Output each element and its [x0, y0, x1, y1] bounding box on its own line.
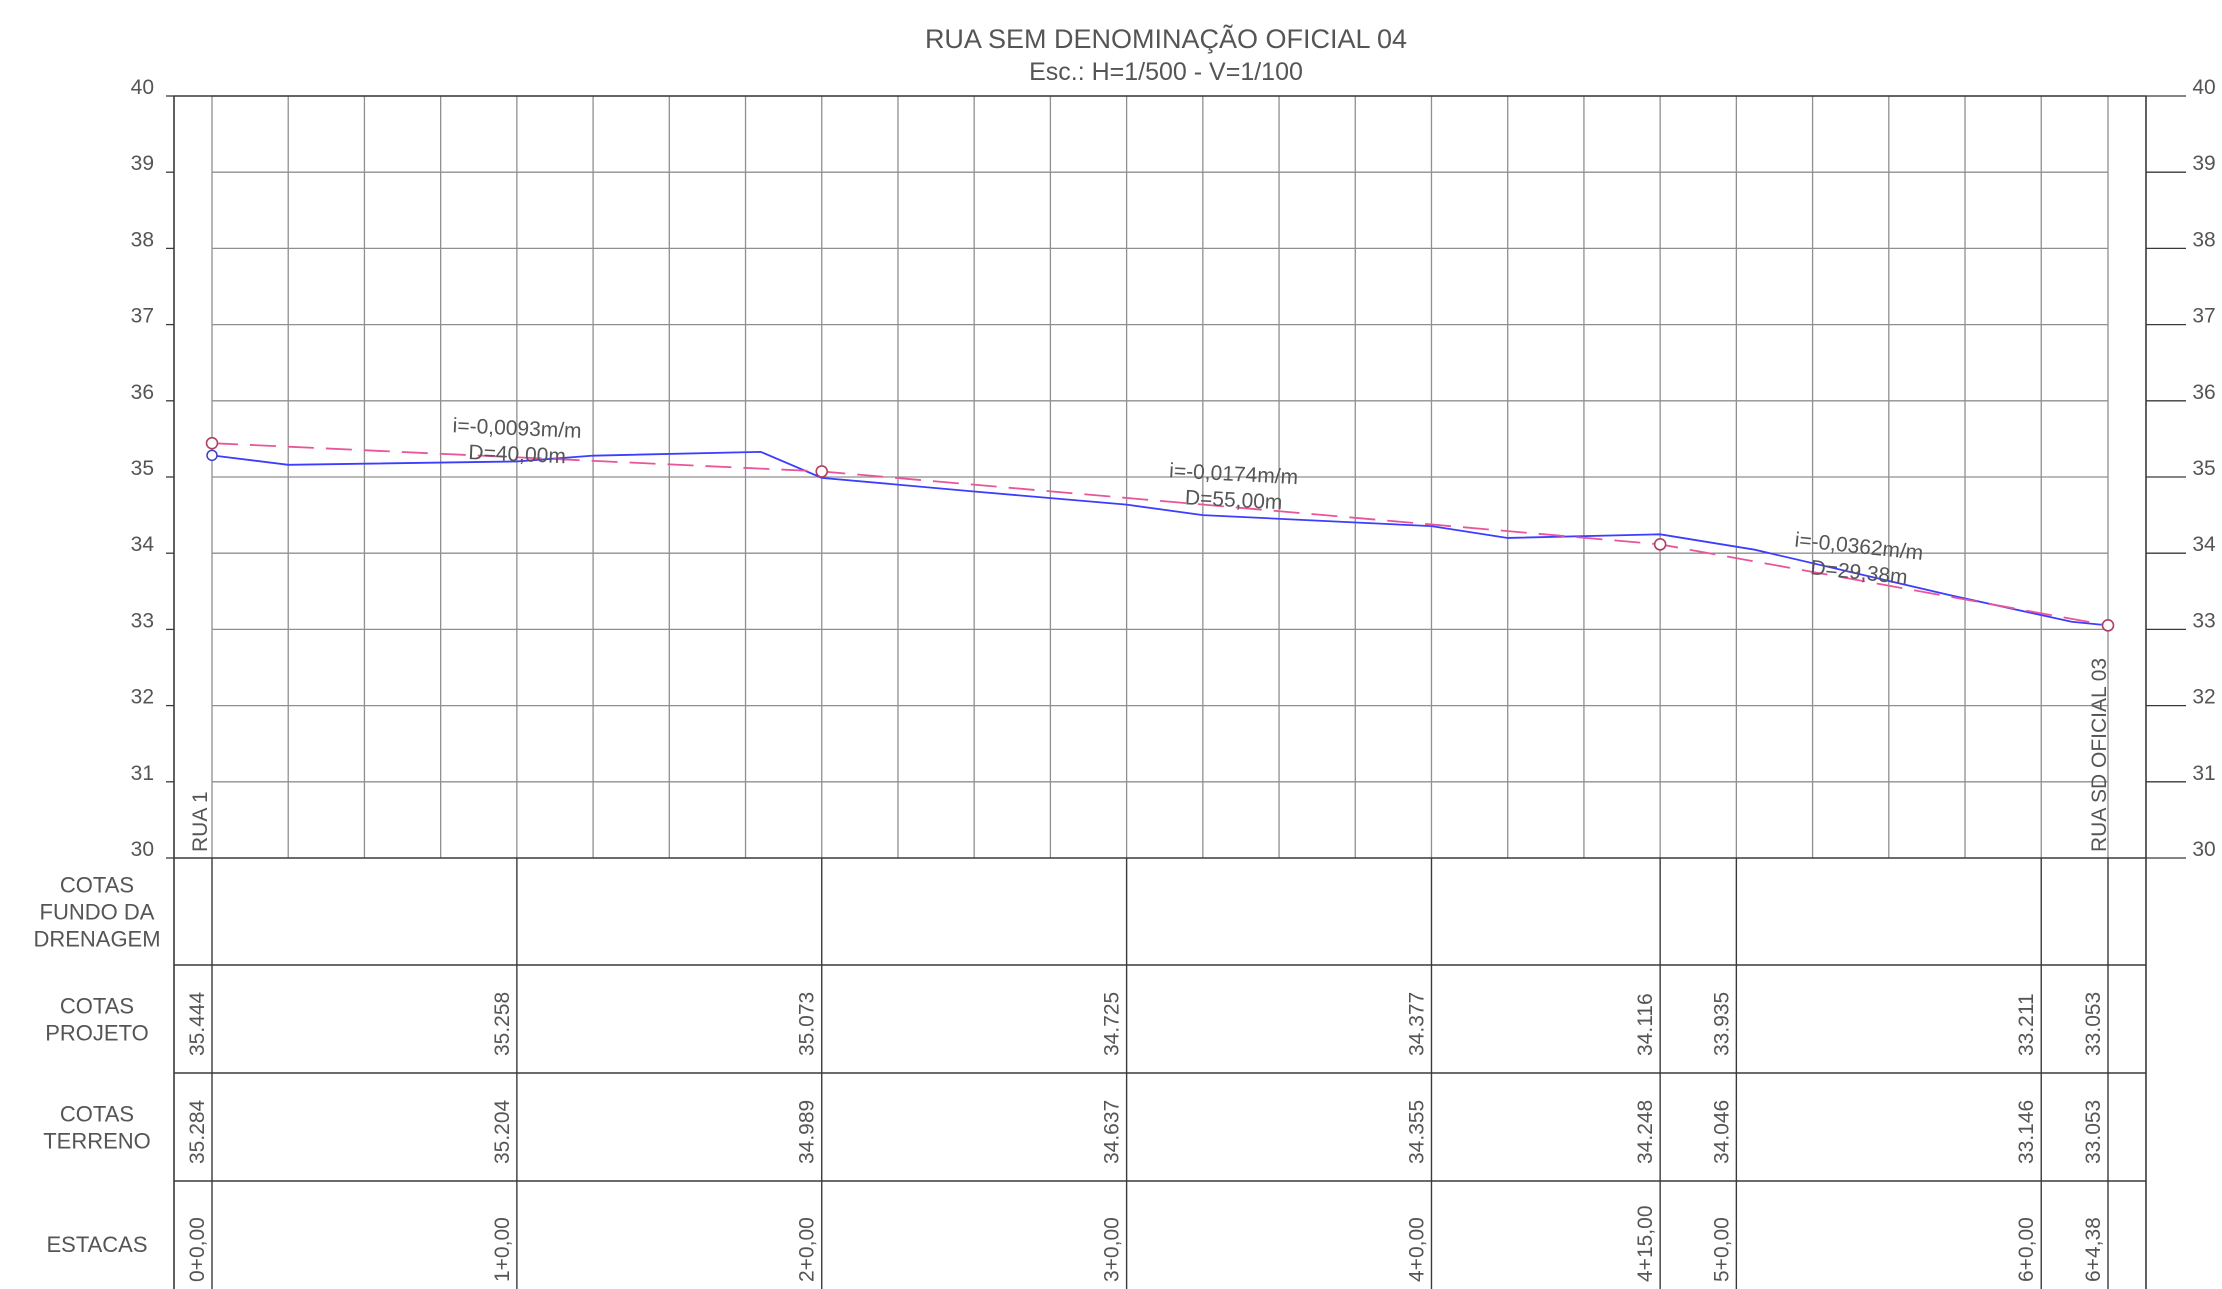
axis-tick-right: 31	[2192, 762, 2215, 785]
cota-terreno-value: 34.637	[1101, 1100, 1124, 1164]
axis-tick-left: 33	[131, 609, 154, 632]
axis-tick-left: 38	[131, 228, 154, 251]
slope-annotations: i=-0,0093m/mD=40,00mi=-0,0174m/mD=55,00m…	[189, 414, 2111, 852]
vertex-marker	[2101, 619, 2115, 632]
estaca-value: 0+0,00	[186, 1217, 209, 1282]
cota-terreno-value: 34.355	[1405, 1100, 1428, 1164]
cota-projeto-value: 34.377	[1405, 992, 1428, 1056]
profile-grid	[211, 95, 2109, 858]
estaca-value: 6+4,38	[2082, 1217, 2105, 1282]
estaca-value: 4+0,00	[1405, 1217, 1428, 1282]
row-label-fundo: FUNDO DA	[40, 900, 155, 925]
row-label-fundo: DRENAGEM	[33, 927, 160, 952]
axis-tick-right: 30	[2192, 838, 2215, 861]
cota-projeto-value: 34.116	[1634, 993, 1657, 1056]
axis-tick-right: 40	[2192, 76, 2215, 99]
ground-start-marker	[206, 449, 218, 462]
cota-terreno-value: 35.204	[491, 1099, 514, 1164]
slope-length: D=55,00m	[1184, 486, 1283, 514]
axis-tick-left: 31	[131, 762, 154, 785]
estaca-value: 3+0,00	[1101, 1217, 1124, 1282]
vertex-marker	[205, 436, 219, 450]
axis-tick-left: 35	[131, 457, 154, 480]
estaca-value: 5+0,00	[1710, 1217, 1733, 1282]
axis-tick-right: 32	[2192, 686, 2215, 709]
axis-tick-right: 37	[2192, 305, 2215, 328]
cota-projeto-value: 33.053	[2082, 992, 2105, 1056]
series-projeto-line	[211, 442, 2109, 627]
axis-tick-left: 37	[131, 305, 154, 328]
row-label-terreno: COTAS	[60, 1102, 134, 1127]
estaca-value: 6+0,00	[2015, 1217, 2038, 1282]
axis-tick-left: 30	[131, 838, 154, 861]
axis-tick-left: 40	[131, 76, 154, 99]
axis-tick-right: 33	[2192, 609, 2215, 632]
estaca-value: 2+0,00	[796, 1217, 819, 1282]
row-label-terreno: TERRENO	[43, 1129, 151, 1154]
cota-projeto-value: 35.073	[796, 992, 819, 1056]
axis-tick-left: 34	[131, 533, 155, 556]
street-label: RUA SD OFICIAL 03	[2088, 658, 2111, 852]
cota-projeto-value: 33.211	[2015, 993, 2038, 1056]
drawing-scale: Esc.: H=1/500 - V=1/100	[1029, 58, 1303, 86]
profile-frame	[173, 95, 2147, 1289]
axis-tick-right: 35	[2192, 457, 2215, 480]
elevation-axes: 40 40 39 39 38 38 37 37 36 36 35 35 34 34 33 33 32 32 31 31…	[131, 76, 2216, 861]
vertex-marker	[815, 465, 829, 478]
cota-terreno-value: 33.146	[2015, 1100, 2038, 1164]
vertex-marker	[1653, 538, 1667, 551]
axis-tick-right: 39	[2192, 152, 2215, 175]
cota-terreno-value: 33.053	[2082, 1100, 2105, 1164]
axis-tick-right: 38	[2192, 228, 2215, 251]
cota-terreno-value: 35.284	[186, 1099, 209, 1164]
row-label-fundo: COTAS	[60, 873, 134, 898]
cota-terreno-value: 34.989	[796, 1100, 819, 1164]
profile-series	[205, 436, 2115, 632]
axis-tick-left: 32	[131, 686, 154, 709]
row-label-estacas: ESTACAS	[46, 1232, 147, 1257]
axis-tick-right: 36	[2192, 381, 2215, 404]
cota-projeto-value: 35.444	[186, 991, 209, 1056]
estaca-value: 1+0,00	[491, 1217, 514, 1282]
row-label-projeto: PROJETO	[45, 1021, 149, 1046]
street-label: RUA 1	[189, 791, 212, 852]
drawing-title: RUA SEM DENOMINAÇÃO OFICIAL 04	[925, 23, 1407, 54]
cota-terreno-value: 34.248	[1634, 1100, 1657, 1164]
cota-terreno-value: 34.046	[1710, 1100, 1733, 1164]
cota-projeto-value: 35.258	[491, 992, 514, 1056]
slope-value: i=-0,0093m/m	[452, 414, 582, 443]
axis-tick-right: 34	[2192, 533, 2216, 556]
axis-tick-left: 36	[131, 381, 154, 404]
cota-projeto-value: 34.725	[1101, 992, 1124, 1056]
axis-tick-left: 39	[131, 152, 154, 175]
cota-projeto-value: 33.935	[1710, 992, 1733, 1056]
row-label-projeto: COTAS	[60, 994, 134, 1019]
estaca-value: 4+15,00	[1634, 1206, 1657, 1283]
slope-length: D=40,00m	[468, 441, 566, 468]
